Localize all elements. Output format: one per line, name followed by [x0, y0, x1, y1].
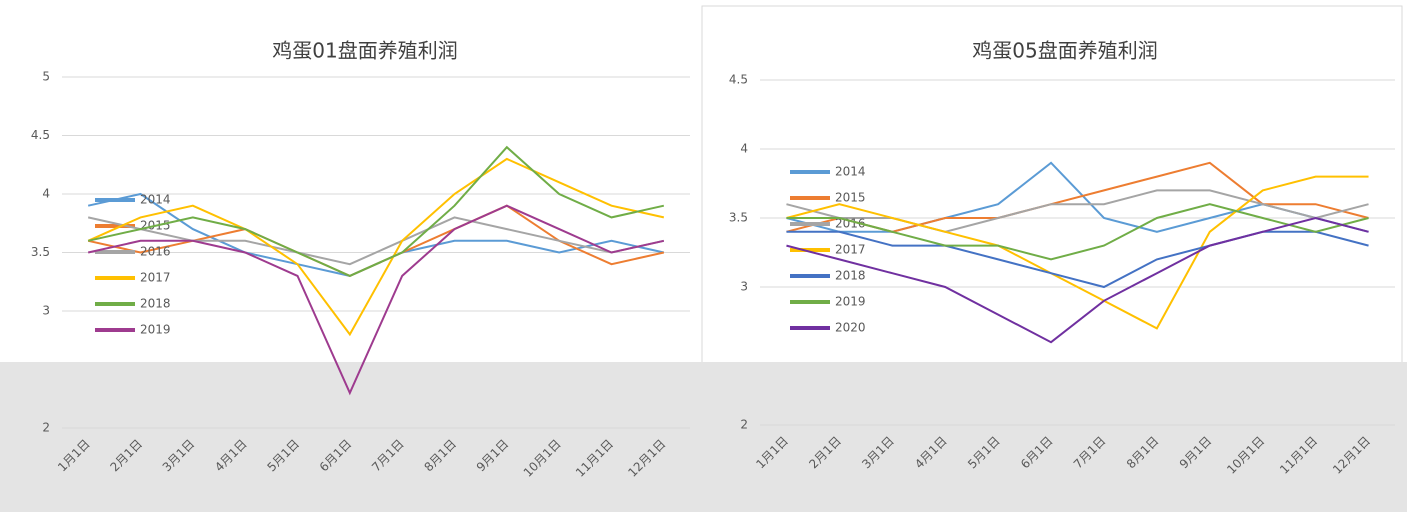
y-tick-label: 4.5	[729, 73, 748, 87]
y-tick-label: 4.5	[31, 128, 50, 142]
legend-label: 2016	[140, 245, 171, 259]
legend-label: 2019	[835, 295, 866, 309]
y-tick-label: 2	[740, 418, 748, 432]
legend-label: 2018	[140, 297, 171, 311]
y-tick-label: 4	[740, 142, 748, 156]
series-line	[87, 216, 665, 266]
series-line	[786, 203, 1369, 261]
y-tick-label: 2	[42, 421, 50, 435]
series-line	[786, 230, 1369, 289]
series-line	[87, 145, 665, 277]
legend-label: 2014	[835, 165, 866, 179]
legend-label: 2014	[140, 193, 171, 207]
chart-title: 鸡蛋05盘面养殖利润	[972, 39, 1157, 63]
legend-label: 2018	[835, 269, 866, 283]
legend-label: 2019	[140, 323, 171, 337]
legend-label: 2017	[835, 243, 866, 257]
series-line	[786, 216, 1369, 344]
legend-label: 2017	[140, 271, 171, 285]
y-tick-label: 3	[42, 304, 50, 318]
y-tick-label: 3	[740, 280, 748, 294]
y-tick-label: 3.5	[31, 245, 50, 259]
legend-label: 2020	[835, 321, 866, 335]
series-line	[87, 157, 665, 337]
series-line	[87, 204, 665, 396]
chart-title: 鸡蛋01盘面养殖利润	[272, 39, 457, 63]
series-line	[786, 189, 1369, 233]
series-line	[786, 161, 1369, 233]
y-tick-label: 3.5	[729, 211, 748, 225]
legend-label: 2015	[835, 191, 866, 205]
background-band	[0, 362, 1407, 512]
legend-label: 2016	[835, 217, 866, 231]
series-line	[786, 175, 1369, 330]
y-tick-label: 5	[42, 70, 50, 84]
y-tick-label: 4	[42, 187, 50, 201]
